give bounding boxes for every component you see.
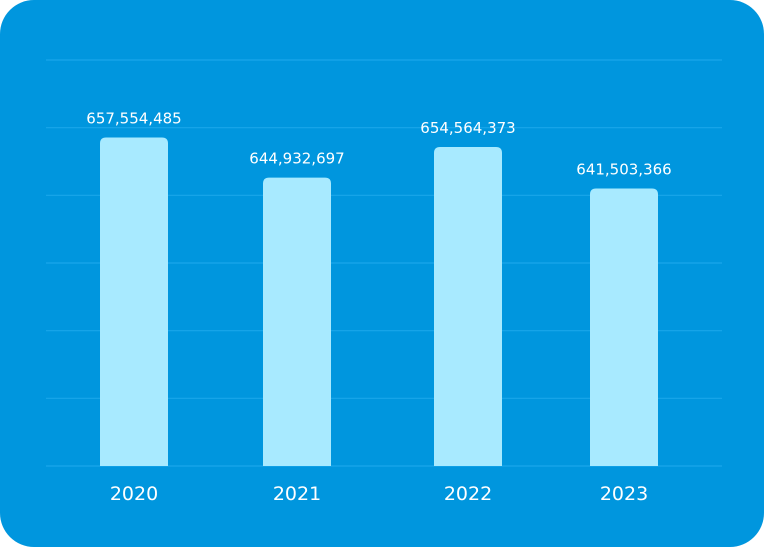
bar-2023 xyxy=(590,188,658,466)
data-label-2020: 657,554,485 xyxy=(86,110,181,128)
x-tick-2022: 2022 xyxy=(444,483,492,505)
bar-2020 xyxy=(100,137,168,466)
bar-2021 xyxy=(263,177,331,466)
data-label-2021: 644,932,697 xyxy=(249,150,344,168)
x-tick-2020: 2020 xyxy=(110,483,158,505)
data-label-2022: 654,564,373 xyxy=(420,119,515,137)
bar-2022 xyxy=(434,147,502,466)
data-label-2023: 641,503,366 xyxy=(576,160,671,178)
x-tick-2023: 2023 xyxy=(600,483,648,505)
x-tick-2021: 2021 xyxy=(273,483,321,505)
